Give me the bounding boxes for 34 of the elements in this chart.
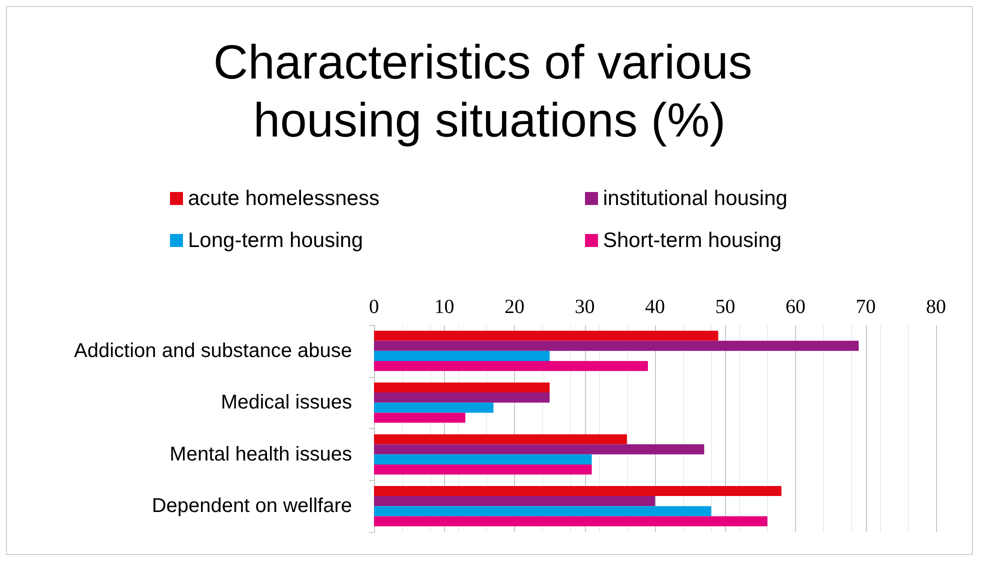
- bar: [374, 402, 494, 413]
- y-tick-label: Dependent on wellfare: [152, 495, 352, 518]
- bar: [374, 330, 718, 341]
- bar: [374, 506, 712, 516]
- legend-label: institutional housing: [603, 187, 788, 210]
- bar: [374, 496, 655, 506]
- bar: [374, 340, 859, 351]
- bar: [374, 360, 648, 372]
- x-tick-label: 30: [574, 296, 595, 318]
- bar: [374, 454, 592, 464]
- chart-title: Characteristics of various housing situations (%): [213, 36, 766, 148]
- bar: [374, 412, 466, 423]
- bar: [374, 516, 768, 526]
- bar: [374, 434, 627, 444]
- x-tick-label: 50: [715, 296, 736, 318]
- y-tick-label: Medical issues: [220, 392, 352, 414]
- x-tick-label: 60: [786, 296, 806, 318]
- bar: [374, 486, 782, 496]
- x-tick-label: 80: [926, 296, 946, 318]
- x-tick-label: 0: [369, 296, 379, 318]
- x-tick-label: 40: [645, 296, 665, 318]
- x-tick-label: 10: [434, 296, 454, 318]
- legend-label: acute homelessness: [188, 187, 380, 210]
- bar: [374, 350, 550, 361]
- y-tick-label: Addiction and substance abuse: [74, 340, 352, 362]
- bar: [374, 382, 550, 393]
- bar: [374, 392, 550, 403]
- x-tick-label: 70: [856, 296, 876, 318]
- bar: [374, 464, 592, 475]
- bar: [374, 444, 704, 454]
- legend-label: Short-term housing: [603, 229, 782, 252]
- legend-label: Long-term housing: [188, 229, 364, 252]
- y-tick-label: Mental health issues: [170, 443, 352, 466]
- x-tick-label: 20: [504, 296, 524, 318]
